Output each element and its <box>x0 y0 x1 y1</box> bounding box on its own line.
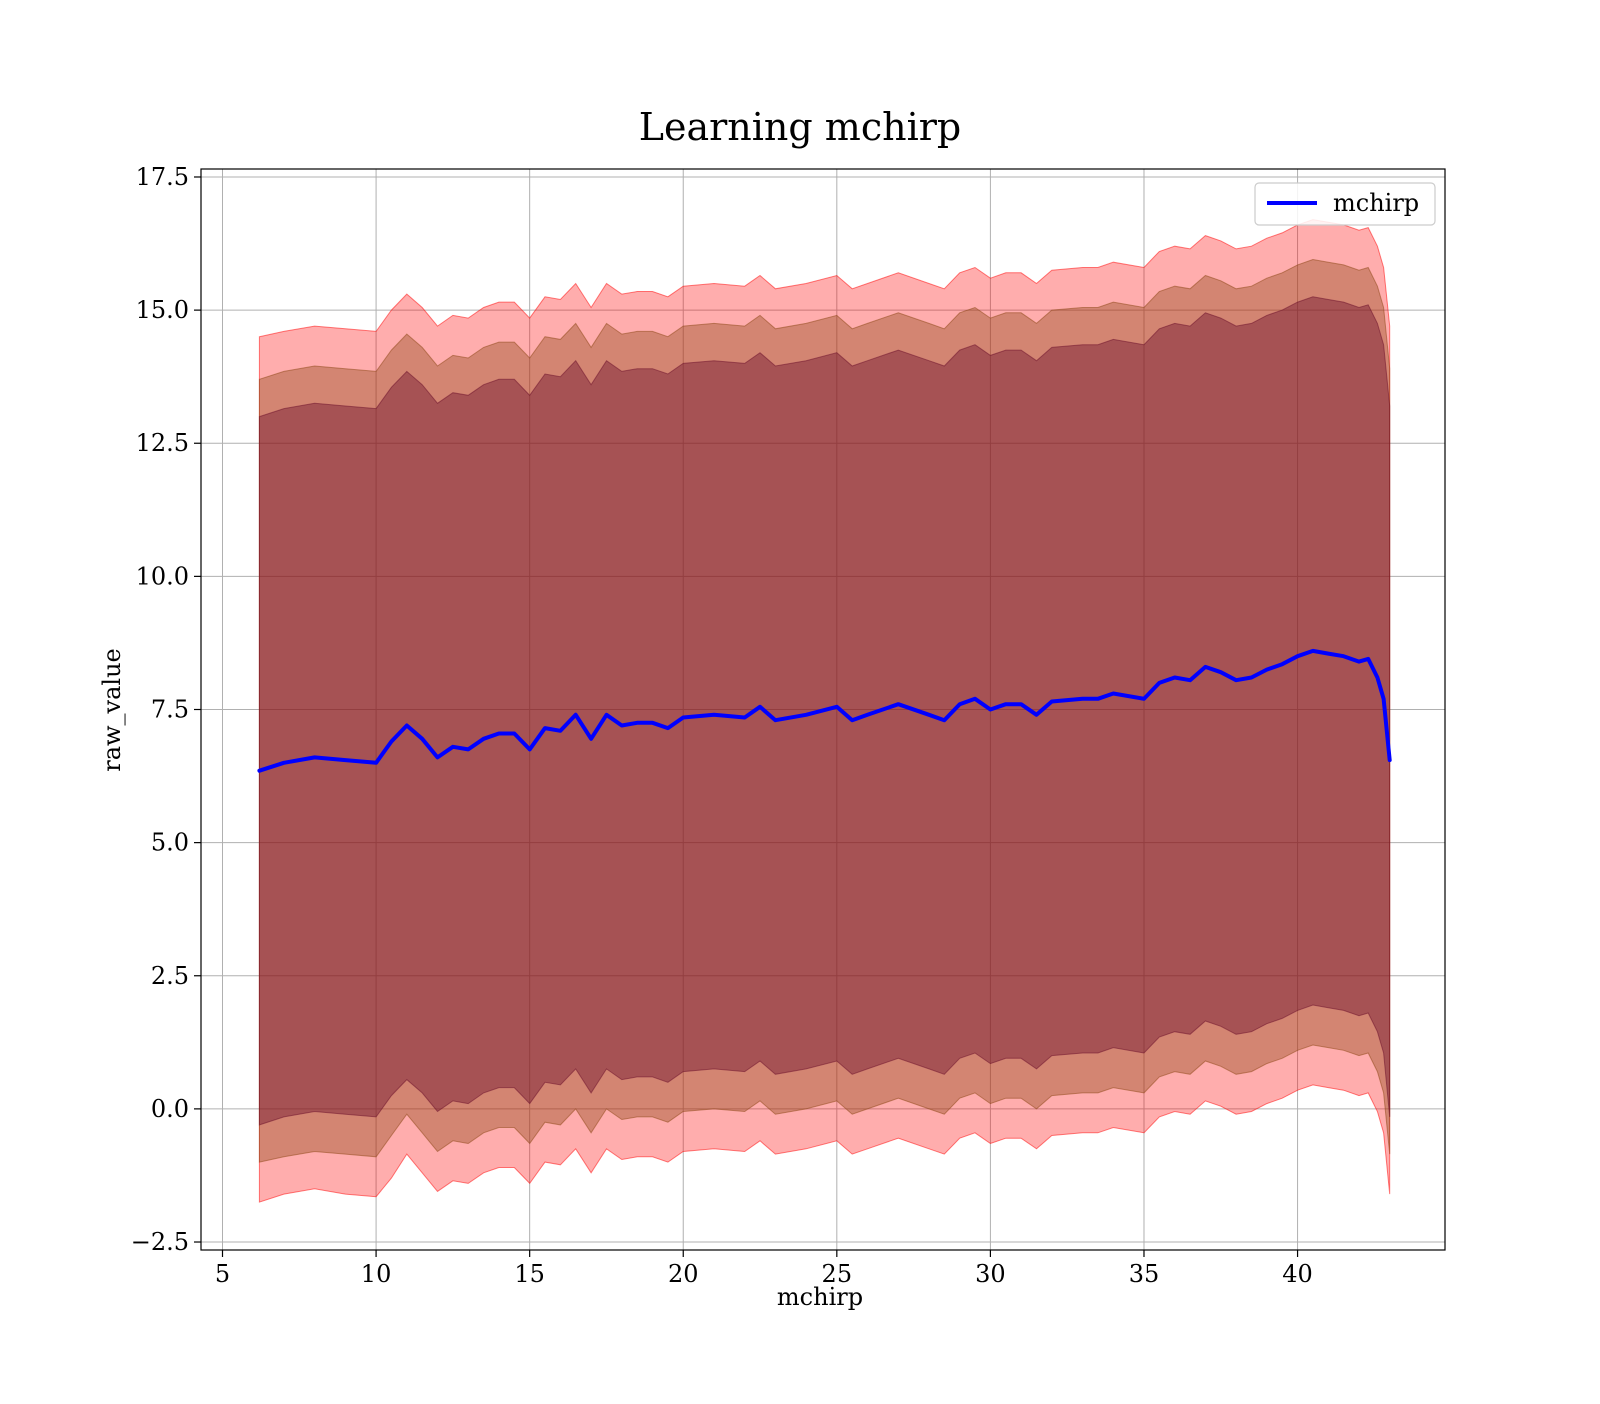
x-tick-label: 10 <box>361 1260 392 1288</box>
series-line-mchirp <box>257 648 1392 773</box>
y-tick-label: 17.5 <box>136 163 189 191</box>
y-tick-label: 5.0 <box>151 829 189 857</box>
x-tick-label: 25 <box>822 1260 853 1288</box>
y-tick-label: 15.0 <box>136 296 189 324</box>
legend-entry-label: mchirp <box>1333 189 1419 217</box>
x-axis-label: mchirp <box>777 1283 863 1311</box>
y-tick-label: 10.0 <box>136 562 189 590</box>
y-tick-label: 7.5 <box>151 696 189 724</box>
x-tick-label: 20 <box>668 1260 699 1288</box>
y-tick-label: 12.5 <box>136 429 189 457</box>
uncertainty-bands <box>258 219 1391 1203</box>
x-tick-label: 35 <box>1129 1260 1160 1288</box>
y-tick-label: 2.5 <box>151 962 189 990</box>
x-axis-ticks: 5 10 15 20 25 30 35 40 <box>215 1250 1313 1288</box>
data-lines <box>257 648 1392 773</box>
x-tick-label: 5 <box>215 1260 230 1288</box>
y-axis-ticks: −2.5 0.0 2.5 5.0 7.5 10.0 12.5 15.0 17.5 <box>131 163 201 1256</box>
y-tick-label: 0.0 <box>151 1095 189 1123</box>
legend: mchirp <box>1254 182 1436 226</box>
y-tick-label: −2.5 <box>131 1228 189 1256</box>
x-tick-label: 15 <box>514 1260 545 1288</box>
y-axis-label: raw_value <box>98 648 126 772</box>
legend-box <box>1254 182 1436 226</box>
x-tick-label: 40 <box>1282 1260 1313 1288</box>
chart-title: Learning mchirp <box>639 105 961 149</box>
x-tick-label: 30 <box>975 1260 1006 1288</box>
